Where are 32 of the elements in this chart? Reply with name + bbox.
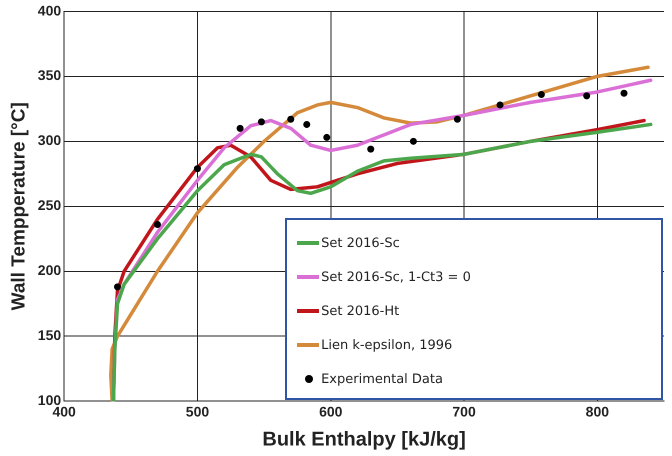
point	[114, 283, 121, 290]
x-tick-label: 700	[452, 403, 476, 420]
y-tick-label: 250	[38, 197, 62, 214]
point	[194, 165, 201, 172]
y-tick-label: 150	[38, 327, 62, 344]
legend-label: Set 2016-Ht	[321, 304, 400, 319]
legend-label: Set 2016-Sc	[321, 236, 400, 251]
point	[236, 124, 244, 132]
x-tick-label: 800	[586, 403, 610, 420]
point	[258, 118, 265, 126]
legend-label: Experimental Data	[321, 372, 443, 387]
legend-label: Set 2016-Sc, 1-Ct3 = 0	[321, 270, 471, 285]
y-axis-title: Wall Tempperature [°C]	[8, 102, 30, 310]
point	[538, 91, 545, 98]
y-tick-label: 350	[38, 67, 62, 84]
legend-label: Lien k-epsilon, 1996	[321, 338, 452, 353]
x-axis-title: Bulk Enthalpy [kJ/kg]	[262, 428, 466, 451]
point	[287, 116, 294, 123]
point	[303, 120, 310, 128]
point	[583, 92, 590, 100]
point	[454, 116, 461, 123]
x-tick-label: 600	[319, 403, 343, 420]
y-tick-label: 300	[38, 132, 62, 148]
point	[496, 101, 504, 108]
point	[367, 146, 374, 153]
point	[154, 220, 161, 228]
x-tick-label: 500	[186, 403, 210, 420]
point	[323, 134, 330, 141]
y-tick-label: 400	[38, 2, 62, 18]
point	[410, 138, 417, 145]
y-tick-label: 200	[38, 262, 62, 278]
point	[620, 90, 628, 97]
